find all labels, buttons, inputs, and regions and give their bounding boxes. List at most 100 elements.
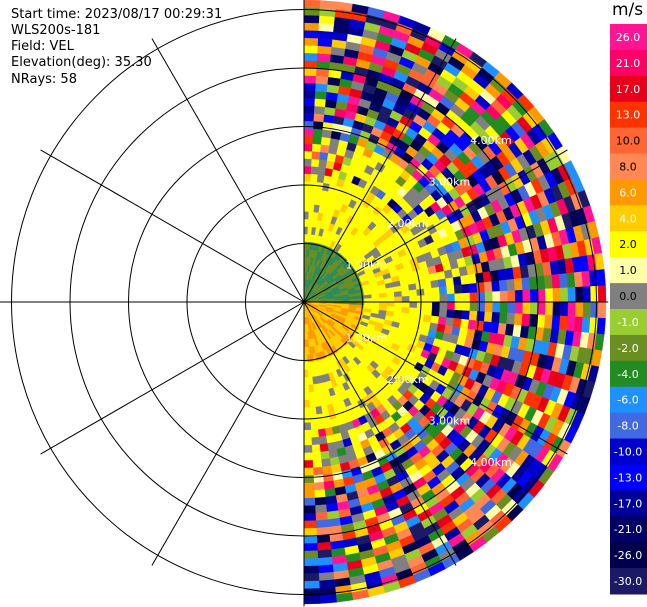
velocity-gate xyxy=(506,278,516,292)
colorbar-segment xyxy=(610,568,647,595)
velocity-gate xyxy=(306,354,311,363)
velocity-gate xyxy=(431,308,440,317)
velocity-gate xyxy=(318,571,335,582)
velocity-gate xyxy=(314,496,327,506)
velocity-gate xyxy=(313,113,325,123)
velocity-gate xyxy=(462,301,471,312)
colorbar-tick-label: -10.0 xyxy=(614,446,642,459)
velocity-gate xyxy=(303,573,320,582)
velocity-gate xyxy=(303,407,311,416)
velocity-gate xyxy=(552,301,561,317)
velocity-gate xyxy=(581,316,591,334)
velocity-gate xyxy=(303,377,309,386)
velocity-gate xyxy=(303,588,321,597)
colorbar-segment xyxy=(610,49,647,77)
velocity-gate xyxy=(356,295,365,300)
velocity-gate xyxy=(422,281,432,290)
velocity-gate xyxy=(303,97,316,107)
velocity-gate xyxy=(401,307,410,314)
velocity-gate xyxy=(309,196,316,205)
colorbar-tick-label: 26.0 xyxy=(616,31,641,44)
velocity-gate xyxy=(312,128,323,138)
velocity-gate xyxy=(437,316,447,326)
colorbar-tick-label: 0.0 xyxy=(619,290,637,303)
velocity-gate xyxy=(371,293,380,299)
velocity-gate xyxy=(551,274,561,289)
velocity-gate xyxy=(469,301,478,312)
colorbar-tick-label: -17.0 xyxy=(614,497,642,510)
colorbar-segment xyxy=(610,257,647,284)
colorbar-segment xyxy=(610,179,647,206)
colorbar-segment xyxy=(610,490,647,517)
nrays-label: NRays: 58 xyxy=(11,72,77,87)
velocity-gate xyxy=(303,150,313,159)
velocity-gate xyxy=(492,301,501,313)
colorbar-tick-label: 2.0 xyxy=(619,238,637,251)
velocity-gate xyxy=(319,443,329,453)
velocity-gate xyxy=(303,173,312,182)
colorbar-segment xyxy=(610,464,647,491)
velocity-gate xyxy=(318,159,328,169)
velocity-gate xyxy=(314,98,327,108)
velocity-gate xyxy=(303,143,313,152)
velocity-gate xyxy=(303,67,317,77)
velocity-gate xyxy=(303,520,317,529)
velocity-gate xyxy=(303,90,316,99)
velocity-gate xyxy=(498,279,508,292)
velocity-gate xyxy=(315,75,329,85)
velocity-gate xyxy=(567,301,577,317)
velocity-gate xyxy=(303,369,309,378)
velocity-gate xyxy=(484,291,493,303)
colorbar-segment xyxy=(610,334,647,362)
velocity-gate xyxy=(454,293,463,303)
velocity-gate xyxy=(491,280,501,292)
range-ring-label: 1.00km xyxy=(346,332,388,345)
velocity-gate xyxy=(590,285,599,303)
velocity-gate xyxy=(311,451,322,461)
range-ring-label: 4.00km xyxy=(470,134,512,147)
velocity-gate xyxy=(521,277,531,291)
velocity-gate xyxy=(303,211,310,220)
velocity-gate xyxy=(310,173,319,183)
velocity-gate xyxy=(320,144,330,154)
velocity-gate xyxy=(514,289,524,303)
colorbar-tick-label: -6.0 xyxy=(617,394,638,407)
velocity-gate xyxy=(303,437,312,446)
velocity-gate xyxy=(522,301,531,315)
velocity-gate xyxy=(477,301,486,313)
velocity-gate xyxy=(460,318,470,330)
instrument-label: WLS200s-181 xyxy=(11,23,101,38)
range-ring-label: 2.00km xyxy=(387,217,429,230)
velocity-gate xyxy=(312,466,323,476)
velocity-gate xyxy=(308,391,315,401)
velocity-gate xyxy=(303,203,310,212)
velocity-gate xyxy=(446,285,455,295)
colorbar-tick-label: 10.0 xyxy=(616,135,641,148)
velocity-gate xyxy=(439,294,448,303)
range-ring-label: 1.00km xyxy=(346,258,388,271)
colorbar-unit: m/s xyxy=(612,0,644,20)
velocity-gate xyxy=(475,272,485,284)
velocity-gate xyxy=(507,301,516,314)
velocity-gate xyxy=(315,406,323,415)
colorbar-tick-label: -26.0 xyxy=(614,549,642,562)
velocity-gate xyxy=(386,291,395,298)
velocity-gate xyxy=(431,301,441,310)
velocity-gate xyxy=(393,285,402,293)
velocity-gate xyxy=(303,429,312,439)
velocity-gate xyxy=(314,90,328,100)
azimuth-spoke xyxy=(151,38,305,303)
velocity-gate xyxy=(303,37,319,46)
velocity-gate xyxy=(468,283,478,294)
velocity-gate xyxy=(311,444,321,453)
velocity-gate xyxy=(303,535,318,544)
velocity-gate xyxy=(315,519,329,529)
velocity-gate xyxy=(309,399,316,408)
velocity-gate xyxy=(590,301,599,319)
velocity-gate xyxy=(461,310,471,321)
velocity-gate xyxy=(322,121,334,131)
velocity-gate xyxy=(521,313,531,327)
velocity-gate xyxy=(319,594,337,604)
velocity-gate xyxy=(477,291,486,303)
velocity-gate xyxy=(315,511,328,521)
